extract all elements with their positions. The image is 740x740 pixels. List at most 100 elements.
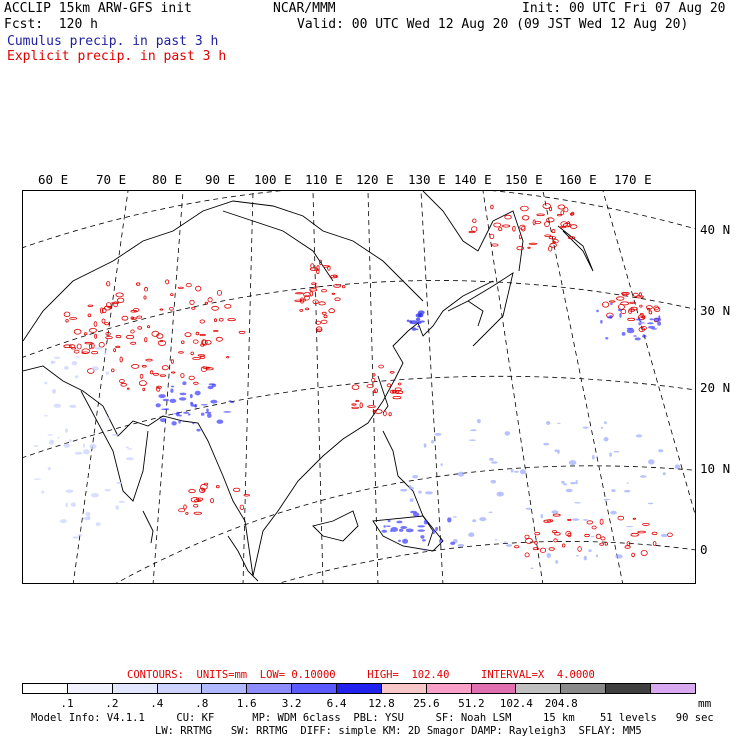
precip-cell <box>457 471 465 477</box>
precip-cell <box>168 307 174 311</box>
lon-label: 150 E <box>505 172 543 187</box>
model-info-line2: LW: RRTMG SW: RRTMG DIFF: simple KM: 2D … <box>155 725 642 737</box>
precip-cell <box>627 317 636 321</box>
legend-swatch <box>426 684 472 693</box>
precip-cell <box>648 310 653 315</box>
precip-cell <box>309 267 318 271</box>
precip-cell <box>63 344 72 349</box>
precip-cell <box>53 356 61 359</box>
precip-cell <box>44 381 48 385</box>
precip-cell <box>130 329 135 334</box>
precip-cell <box>419 320 425 323</box>
precip-cell <box>635 434 643 438</box>
precip-cell <box>516 246 525 251</box>
precip-cell <box>615 554 623 559</box>
precip-cell <box>477 419 481 424</box>
lon-label: 140 E <box>454 172 492 187</box>
precip-cell <box>180 372 185 378</box>
precip-cell <box>201 488 206 492</box>
map-svg <box>23 191 695 583</box>
precip-cell <box>383 525 386 528</box>
precip-cell <box>192 422 195 425</box>
legend-swatch <box>337 684 382 693</box>
precip-cell <box>127 448 133 450</box>
precip-cell <box>211 383 217 387</box>
precip-cell <box>569 212 574 216</box>
precip-cell <box>74 356 81 358</box>
precip-cell <box>76 343 82 350</box>
precip-cell <box>44 415 48 417</box>
precip-cell <box>334 297 341 301</box>
legend-swatch <box>112 684 158 693</box>
precip-cell <box>626 327 634 330</box>
precip-cell <box>653 307 661 313</box>
precip-cell <box>89 443 97 449</box>
precip-cell <box>498 227 503 231</box>
legend-tick: 204.8 <box>544 697 578 710</box>
precip-cell <box>422 539 426 542</box>
precip-cell <box>50 360 54 365</box>
precip-cell <box>557 204 566 210</box>
precip-cell <box>647 322 654 325</box>
precip-cell <box>120 382 127 387</box>
precip-cell <box>194 390 201 396</box>
precip-cell <box>93 321 98 327</box>
precip-cell <box>468 230 476 234</box>
precip-cell <box>87 368 95 374</box>
precip-cell <box>161 408 168 411</box>
precip-cell <box>410 487 414 490</box>
precip-cell <box>415 317 421 322</box>
precip-cell <box>595 533 602 539</box>
precip-cell <box>633 335 637 337</box>
precip-cell <box>351 406 360 409</box>
precip-cell <box>89 344 93 350</box>
precip-cell <box>104 488 111 492</box>
precip-cell <box>207 413 212 418</box>
precip-cell <box>116 297 125 303</box>
precip-cell <box>201 339 207 346</box>
plot-title: ACCLIP 15km ARW-GFS init <box>4 1 192 16</box>
precip-cell <box>135 282 141 286</box>
lon-label: 120 E <box>356 172 394 187</box>
precip-cell <box>638 292 642 297</box>
legend-tick: 6.4 <box>326 697 347 710</box>
precip-cell <box>119 379 125 384</box>
precip-cell <box>553 538 558 543</box>
precip-cell <box>543 442 550 446</box>
precip-cell <box>609 300 616 303</box>
precip-cell <box>620 301 630 306</box>
precip-cell <box>551 229 556 234</box>
precip-cell <box>69 317 78 320</box>
precip-cell <box>60 519 67 524</box>
legend-tick: 102.4 <box>499 697 533 710</box>
precip-cell <box>635 318 642 321</box>
precip-cell <box>588 549 592 552</box>
precip-cell <box>178 351 184 354</box>
precip-cell <box>524 534 530 540</box>
precip-cell <box>170 371 176 374</box>
precip-cell <box>74 451 83 455</box>
precip-cell <box>178 508 186 513</box>
precip-cell <box>552 513 561 517</box>
precip-cell <box>65 489 74 493</box>
precip-cell <box>215 336 223 342</box>
precip-cell <box>216 419 224 424</box>
precip-cell <box>84 341 93 345</box>
precip-cell <box>47 467 51 471</box>
contours-info: CONTOURS: UNITS=mm LOW= 0.10000 HIGH= 10… <box>127 669 595 681</box>
lon-label: 130 E <box>408 172 446 187</box>
precip-cell <box>213 318 217 322</box>
precip-cell <box>385 525 391 527</box>
precip-cell <box>53 403 61 408</box>
precip-cell <box>574 502 581 504</box>
precip-cell <box>431 439 434 444</box>
model-info-line1: Model Info: V4.1.1 CU: KF MP: WDM 6class… <box>31 712 714 724</box>
precip-cell <box>505 544 513 547</box>
precip-cell <box>170 359 174 364</box>
precip-cell <box>216 484 220 489</box>
precip-cell <box>596 309 599 313</box>
precip-cell <box>91 493 99 498</box>
precip-cell <box>170 388 174 393</box>
precip-cell <box>316 328 323 332</box>
precip-cell <box>389 389 396 394</box>
